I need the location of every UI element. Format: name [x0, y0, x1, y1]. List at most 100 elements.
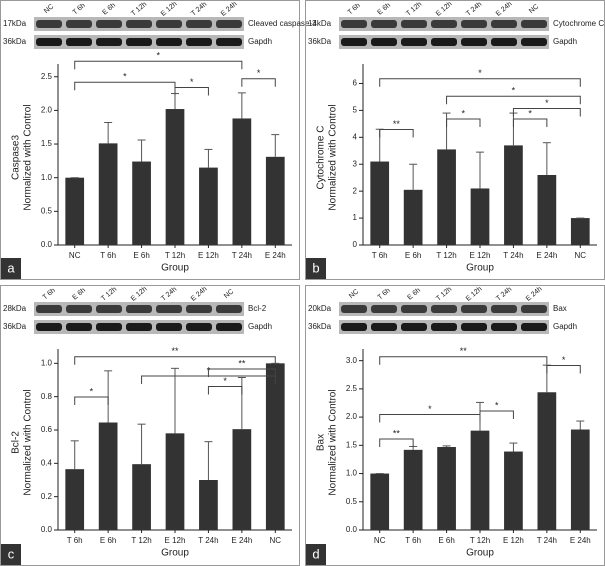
bar: [132, 161, 151, 245]
error-bar: [576, 420, 585, 430]
lane-label: T 24h: [465, 1, 483, 18]
lane-label: T 12h: [405, 1, 423, 18]
bar: [570, 429, 590, 530]
lane-label: E 12h: [130, 286, 149, 303]
lane-label: E 24h: [525, 286, 544, 303]
panel: 28kDa Bcl-2 36kDa Gapdh T 6h E 6h T 12h E 12h T …: [0, 285, 300, 566]
x-axis-title: Group: [161, 263, 189, 274]
significance-bracket: [74, 60, 243, 70]
blot-band: [461, 20, 487, 28]
lane-label: NC: [223, 288, 235, 300]
y-tick-label: 6: [353, 79, 358, 88]
lane-label: NC: [43, 3, 55, 15]
x-tick-label: NC: [575, 251, 587, 260]
y-tick-label: 0.2: [41, 492, 53, 501]
lane-label: T 12h: [130, 1, 148, 18]
significance-bracket: [379, 438, 414, 447]
blot-band: [156, 20, 182, 28]
band-size: 36kDa: [3, 37, 27, 46]
x-axis-title: Group: [466, 548, 494, 559]
x-tick-label: E 6h: [405, 251, 421, 260]
blot-band: [431, 305, 457, 313]
blot-band: [186, 305, 212, 313]
bar: [132, 464, 151, 530]
bar: [370, 473, 390, 530]
significance-label: *: [123, 72, 127, 82]
y-tick-label: 0.6: [41, 425, 53, 434]
blot-band: [186, 20, 212, 28]
blot-band: [491, 38, 517, 46]
lane-label: NC: [528, 3, 540, 15]
blot-band: [491, 305, 517, 313]
lane-label: T 24h: [190, 1, 208, 18]
lane-label: T 24h: [495, 286, 513, 303]
error-bar: [104, 122, 113, 144]
band-name: Bcl-2: [248, 304, 267, 313]
blot-band: [186, 38, 212, 46]
significance-label: *: [157, 51, 161, 61]
y-axis-title: Cytochrome C: [316, 126, 327, 190]
y-axis-title: Bax: [316, 434, 327, 451]
blot-band: [341, 323, 367, 331]
blot-band: [521, 38, 547, 46]
significance-bracket: [141, 375, 276, 384]
bar: [504, 451, 523, 530]
x-tick-label: T 12h: [165, 251, 185, 260]
blot-band: [371, 38, 397, 46]
significance-label: *: [495, 400, 499, 410]
bar: [232, 429, 252, 530]
significance-bracket: [512, 118, 548, 127]
bar: [232, 118, 252, 245]
error-bar: [442, 445, 451, 448]
error-bar: [542, 142, 551, 175]
panel: 20kDa Bax 36kDa Gapdh NC T 6h E 6h T 12h E 12h T …: [305, 285, 605, 566]
lane-label: T 12h: [100, 286, 118, 303]
blot-band: [156, 323, 182, 331]
error-bar: [137, 423, 146, 465]
y-tick-label: 1.0: [41, 358, 53, 367]
y-tick-label: 1: [353, 213, 358, 222]
x-tick-label: E 12h: [165, 536, 186, 545]
bar: [165, 109, 185, 246]
x-axis-title: Group: [466, 263, 494, 274]
bar: [265, 363, 285, 530]
bar: [65, 469, 85, 530]
significance-bracket: [74, 81, 176, 91]
blot-band: [36, 20, 62, 28]
blot-band: [66, 323, 92, 331]
panel-letter-box: [1, 544, 21, 565]
x-tick-label: T 24h: [198, 536, 218, 545]
blot-band: [96, 20, 122, 28]
band-name: Cleaved caspase-3: [248, 19, 317, 28]
bar: [265, 156, 285, 245]
panel-letter-box: [306, 258, 326, 279]
x-tick-label: E 12h: [503, 536, 524, 545]
bar: [437, 149, 456, 245]
panel-letter-box: [1, 258, 21, 279]
y-tick-label: 4: [353, 132, 358, 141]
significance-bracket: [379, 356, 548, 365]
y-axis-title: Normalized with Control: [23, 389, 34, 495]
y-tick-label: 2.0: [41, 105, 53, 114]
y-tick-label: 1.0: [41, 173, 53, 182]
band-size: 36kDa: [308, 322, 332, 331]
y-tick-label: 5: [353, 105, 358, 114]
y-tick-label: 2.5: [41, 72, 53, 81]
band-size: 17kDa: [3, 19, 27, 28]
significance-bracket: [546, 365, 581, 374]
blot-band: [521, 20, 547, 28]
blot-band: [66, 305, 92, 313]
bar: [403, 449, 423, 530]
significance-label: **: [393, 119, 401, 129]
blot-band: [341, 38, 367, 46]
blot-band: [341, 305, 367, 313]
error-bar: [237, 377, 246, 430]
lane-label: E 24h: [495, 1, 514, 18]
significance-label: **: [460, 346, 468, 356]
blot-band: [431, 20, 457, 28]
bar: [470, 430, 490, 530]
x-tick-label: E 6h: [438, 536, 454, 545]
significance-bracket: [446, 118, 481, 127]
y-tick-label: 0.5: [346, 497, 358, 506]
lane-label: T 6h: [42, 287, 57, 301]
